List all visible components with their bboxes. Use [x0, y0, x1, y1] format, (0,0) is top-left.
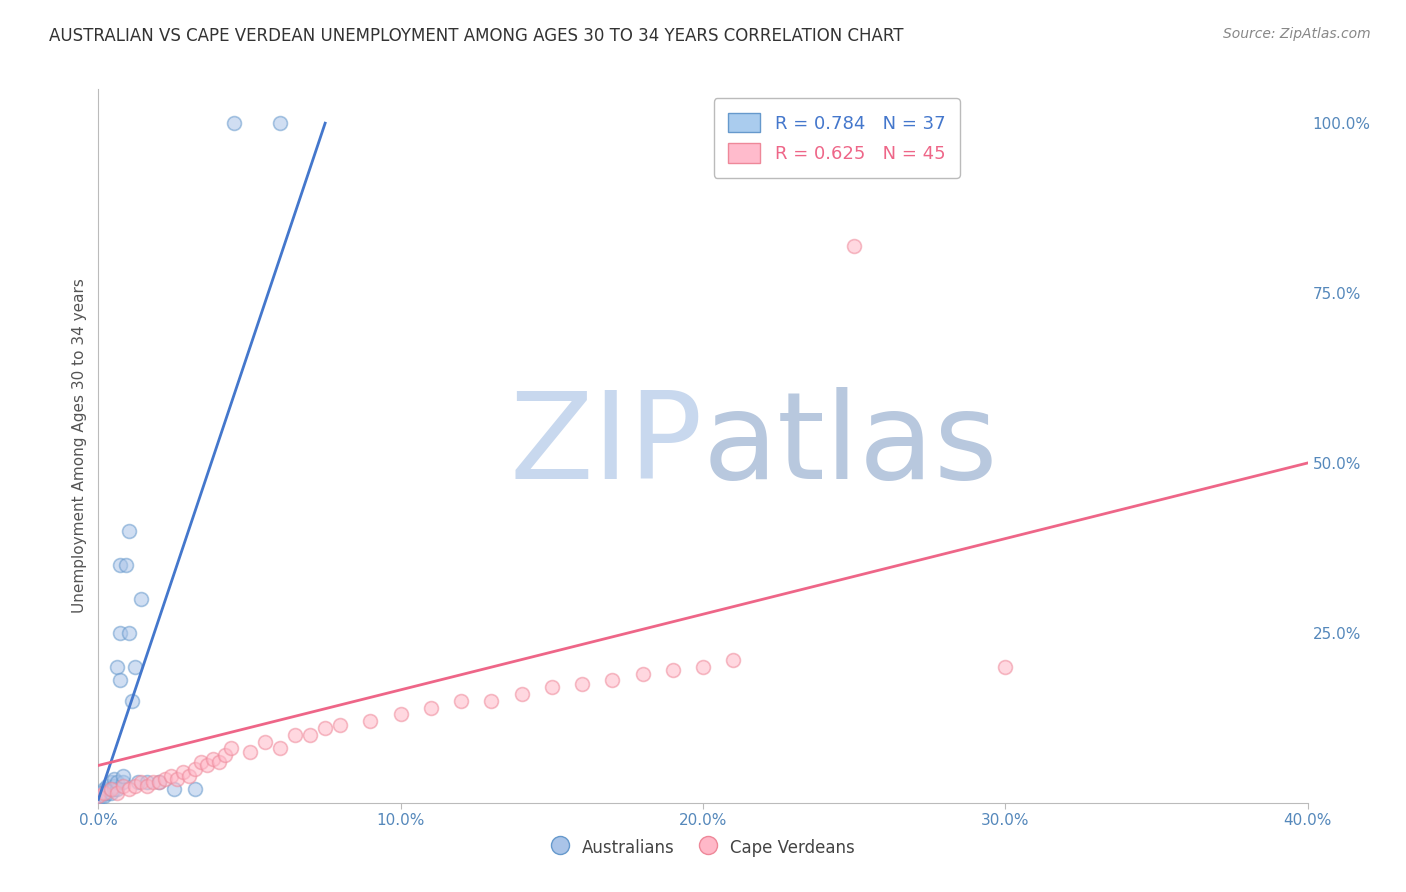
Point — [129, 591, 152, 606]
Point — [96, 779, 118, 793]
Point — [195, 758, 218, 772]
Point — [124, 779, 146, 793]
Point — [389, 707, 412, 722]
Point — [153, 772, 176, 786]
Point — [420, 700, 443, 714]
Point — [571, 677, 593, 691]
Point — [87, 786, 110, 800]
Point — [118, 524, 141, 538]
Point — [100, 782, 122, 797]
Point — [148, 775, 170, 789]
Point — [299, 728, 322, 742]
Point — [269, 741, 291, 756]
Point — [90, 789, 112, 803]
Text: Source: ZipAtlas.com: Source: ZipAtlas.com — [1223, 27, 1371, 41]
Point — [135, 775, 157, 789]
Text: AUSTRALIAN VS CAPE VERDEAN UNEMPLOYMENT AMONG AGES 30 TO 34 YEARS CORRELATION CH: AUSTRALIAN VS CAPE VERDEAN UNEMPLOYMENT … — [49, 27, 904, 45]
Point — [692, 660, 714, 674]
Point — [631, 666, 654, 681]
Point — [994, 660, 1017, 674]
Point — [129, 775, 152, 789]
Point — [100, 775, 122, 789]
Point — [103, 782, 125, 797]
Y-axis label: Unemployment Among Ages 30 to 34 years: Unemployment Among Ages 30 to 34 years — [72, 278, 87, 614]
Point — [127, 775, 149, 789]
Point — [118, 782, 141, 797]
Point — [184, 782, 207, 797]
Point — [214, 748, 236, 763]
Point — [510, 687, 533, 701]
Point — [179, 769, 201, 783]
Point — [105, 660, 128, 674]
Point — [111, 775, 134, 789]
Point — [93, 786, 115, 800]
Text: ZIP: ZIP — [509, 387, 703, 505]
Point — [239, 745, 262, 759]
Point — [314, 721, 336, 735]
Point — [96, 786, 118, 800]
Text: atlas: atlas — [703, 387, 998, 505]
Point — [284, 728, 307, 742]
Point — [111, 779, 134, 793]
Point — [208, 755, 231, 769]
Point — [87, 792, 110, 806]
Point — [114, 558, 136, 572]
Point — [100, 786, 122, 800]
Point — [723, 653, 745, 667]
Point — [172, 765, 194, 780]
Point — [93, 782, 115, 797]
Point — [269, 116, 291, 130]
Point — [224, 116, 246, 130]
Point — [108, 558, 131, 572]
Point — [87, 789, 110, 803]
Point — [93, 789, 115, 803]
Point — [540, 680, 562, 694]
Point — [160, 769, 183, 783]
Point — [253, 734, 276, 748]
Point — [190, 755, 212, 769]
Point — [360, 714, 382, 729]
Point — [602, 673, 624, 688]
Point — [100, 782, 122, 797]
Point — [108, 626, 131, 640]
Point — [142, 775, 165, 789]
Point — [166, 772, 188, 786]
Point — [221, 741, 243, 756]
Point — [202, 751, 225, 765]
Point — [103, 772, 125, 786]
Point — [329, 717, 352, 731]
Point — [481, 694, 503, 708]
Point — [111, 769, 134, 783]
Point — [105, 786, 128, 800]
Point — [87, 789, 110, 803]
Point — [90, 786, 112, 800]
Point — [661, 663, 683, 677]
Point — [103, 779, 125, 793]
Point — [108, 673, 131, 688]
Point — [184, 762, 207, 776]
Point — [118, 626, 141, 640]
Point — [105, 775, 128, 789]
Legend: Australians, Cape Verdeans: Australians, Cape Verdeans — [543, 829, 863, 866]
Point — [121, 694, 143, 708]
Point — [96, 782, 118, 797]
Point — [105, 782, 128, 797]
Point — [135, 779, 157, 793]
Point — [844, 238, 866, 252]
Point — [124, 660, 146, 674]
Point — [148, 775, 170, 789]
Point — [450, 694, 472, 708]
Point — [163, 782, 186, 797]
